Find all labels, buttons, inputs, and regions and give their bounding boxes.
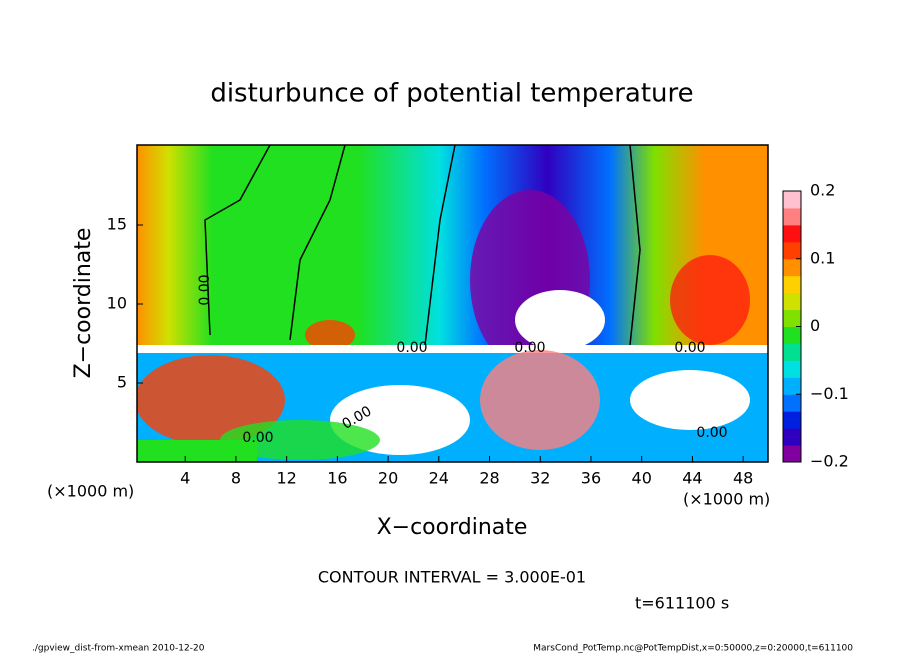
x-tick-label: 44 (682, 469, 702, 488)
x-tick-label: 20 (378, 469, 398, 488)
colorbar-tick-label: 0.2 (810, 181, 835, 200)
colorbar-segment (783, 224, 801, 243)
x-axis-label: X−coordinate (377, 515, 528, 540)
colorbar-tick-label: 0 (810, 316, 820, 335)
footer-right: MarsCond_PotTemp.nc@PotTempDist,x=0:5000… (533, 644, 853, 654)
x-tick-label: 8 (231, 469, 241, 488)
colorbar-segment (783, 377, 801, 395)
time-label: t=611100 s (635, 594, 729, 613)
x-tick-label: 36 (581, 469, 601, 488)
field (137, 145, 768, 462)
colorbar-segment (783, 275, 801, 294)
x-tick-label: 28 (479, 469, 499, 488)
colorbar-segment (783, 258, 801, 277)
contour-interval: CONTOUR INTERVAL = 3.000E-01 (318, 568, 586, 587)
x-tick-label: 4 (180, 469, 190, 488)
colorbar-segment (783, 207, 801, 226)
x-unit: (×1000 m) (683, 490, 770, 509)
footer-left: ./gpview_dist-from-xmean 2010-12-20 (32, 644, 205, 654)
colorbar-tick-label: 0.1 (810, 248, 835, 267)
colorbar-segment (783, 326, 801, 344)
y-axis-label: Z−coordinate (71, 228, 96, 379)
y-tick-label: 5 (117, 373, 127, 392)
colorbar-tick-label: −0.1 (810, 384, 849, 403)
colorbar-segment (783, 309, 801, 327)
contour-label: 0.00 (242, 430, 273, 446)
colorbar-segment (783, 428, 801, 446)
colorbar-segment (783, 394, 801, 412)
colorbar-segment (783, 191, 801, 209)
chart-title: disturbunce of potential temperature (210, 79, 693, 109)
x-tick-label: 32 (530, 469, 550, 488)
y-tick-label: 10 (107, 294, 127, 313)
colorbar-segment (783, 360, 801, 378)
x-tick-label: 40 (632, 469, 652, 488)
colorbar-tick-label: −0.2 (810, 452, 849, 471)
colorbar-segment (783, 292, 801, 311)
contour-label: 0.00 (696, 425, 727, 441)
colorbar-segment (783, 411, 801, 429)
x-tick-label: 24 (429, 469, 449, 488)
contour-label: 0.00 (197, 274, 213, 305)
colorbar-segment (783, 343, 801, 361)
y-tick-label: 15 (107, 215, 127, 234)
x-tick-label: 16 (327, 469, 347, 488)
x-tick-label: 48 (733, 469, 753, 488)
colorbar-segment (783, 241, 801, 260)
contour-label: 0.00 (514, 340, 545, 356)
contour-label: 0.00 (396, 340, 427, 356)
x-tick-label: 12 (276, 469, 296, 488)
colorbar-segment (783, 445, 801, 463)
y-unit: (×1000 m) (47, 482, 134, 501)
contour-label: 0.00 (674, 340, 705, 356)
